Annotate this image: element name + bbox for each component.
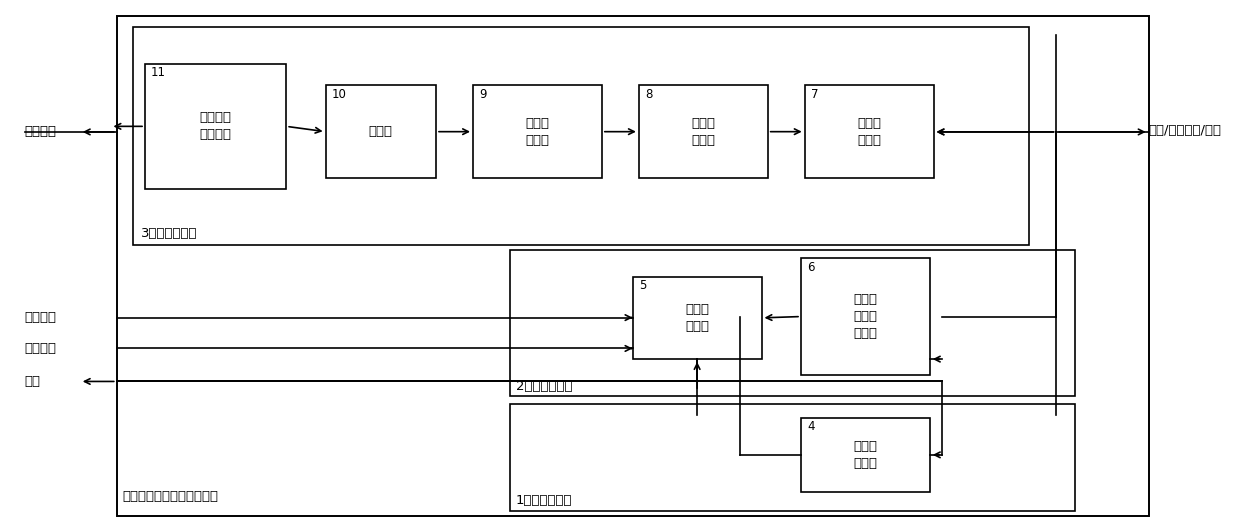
FancyBboxPatch shape bbox=[800, 258, 930, 375]
FancyBboxPatch shape bbox=[473, 85, 602, 178]
Text: 5: 5 bbox=[639, 279, 647, 292]
FancyBboxPatch shape bbox=[639, 85, 768, 178]
Text: 8: 8 bbox=[646, 88, 652, 101]
Text: 电源隔
离电路: 电源隔 离电路 bbox=[854, 440, 877, 470]
Text: 信号与
电源耦
合电路: 信号与 电源耦 合电路 bbox=[854, 293, 877, 340]
Text: 3接收数据单元: 3接收数据单元 bbox=[141, 228, 198, 240]
FancyBboxPatch shape bbox=[145, 64, 286, 189]
Text: 10: 10 bbox=[332, 88, 347, 101]
Text: 低通滤
波电路: 低通滤 波电路 bbox=[857, 117, 881, 147]
Text: 供电: 供电 bbox=[25, 375, 41, 388]
Text: 载波信号: 载波信号 bbox=[25, 342, 57, 355]
Text: 高通滤
波电路: 高通滤 波电路 bbox=[691, 117, 715, 147]
FancyBboxPatch shape bbox=[633, 277, 762, 359]
Text: 7: 7 bbox=[810, 88, 818, 101]
Text: 逻辑信号
调理电路: 逻辑信号 调理电路 bbox=[199, 111, 232, 142]
Text: 9: 9 bbox=[479, 88, 487, 101]
Text: 供电/数据发送/接收: 供电/数据发送/接收 bbox=[1149, 124, 1222, 137]
Text: 4: 4 bbox=[807, 420, 814, 433]
Text: 11: 11 bbox=[151, 66, 166, 79]
Text: 发送数据: 发送数据 bbox=[25, 311, 57, 324]
Text: 差分放
大电路: 差分放 大电路 bbox=[525, 117, 549, 147]
Text: 1供电隔离单元: 1供电隔离单元 bbox=[515, 494, 572, 507]
Text: 比较器: 比较器 bbox=[369, 125, 393, 138]
FancyBboxPatch shape bbox=[326, 85, 436, 178]
Text: 2发送数据单元: 2发送数据单元 bbox=[515, 380, 572, 393]
Text: 载波合
成电路: 载波合 成电路 bbox=[685, 303, 709, 333]
FancyBboxPatch shape bbox=[800, 418, 930, 492]
FancyBboxPatch shape bbox=[804, 85, 934, 178]
Text: 直流载波双向通讯接口电路: 直流载波双向通讯接口电路 bbox=[123, 490, 219, 503]
Text: 6: 6 bbox=[807, 261, 814, 273]
Text: 接收数据: 接收数据 bbox=[25, 126, 57, 138]
